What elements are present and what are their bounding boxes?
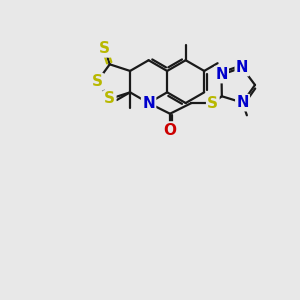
Text: S: S bbox=[99, 41, 110, 56]
Text: N: N bbox=[236, 60, 248, 75]
Text: S: S bbox=[92, 74, 103, 89]
Text: S: S bbox=[104, 92, 115, 106]
Text: N: N bbox=[215, 67, 228, 82]
Text: O: O bbox=[164, 123, 176, 138]
Text: N: N bbox=[142, 95, 155, 110]
Text: S: S bbox=[207, 95, 218, 110]
Text: N: N bbox=[236, 95, 249, 110]
